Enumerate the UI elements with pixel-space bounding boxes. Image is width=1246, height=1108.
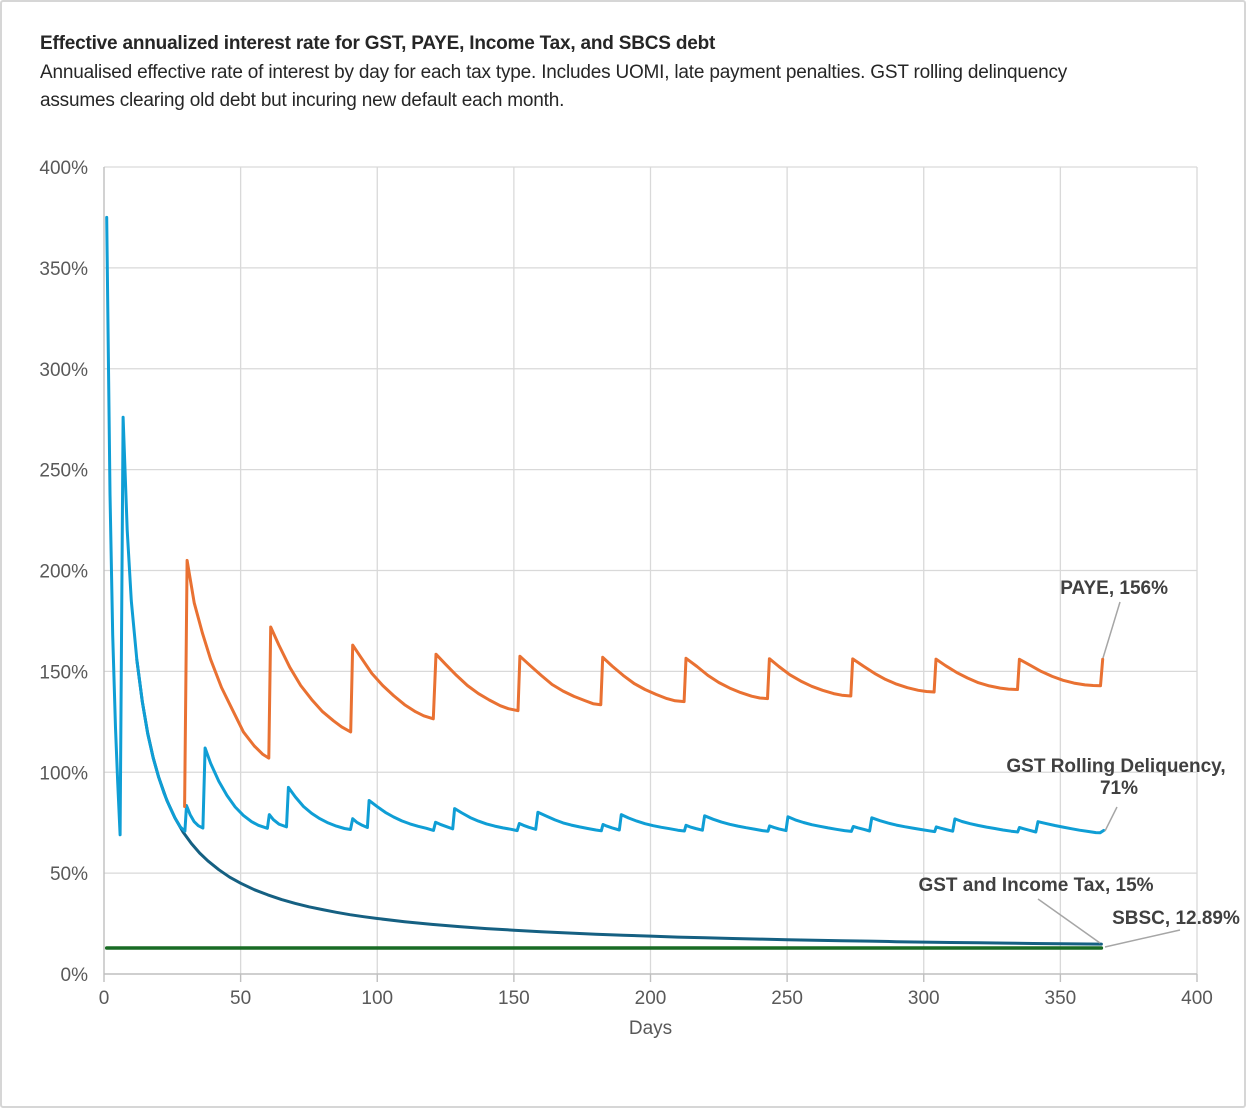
series-line-paye [183, 558, 1105, 808]
x-tick-label: 0 [99, 988, 110, 1009]
y-tick-label: 350% [39, 259, 88, 280]
data-label-leader-paye [1102, 601, 1121, 659]
series-line-gst-and-income-tax [135, 658, 1103, 946]
x-tick-label: 350 [1045, 988, 1077, 1009]
y-tick-label: 50% [50, 864, 88, 885]
y-tick-label: 100% [39, 763, 88, 784]
y-tick-label: 0% [61, 965, 89, 986]
data-label-gst-rolling-deliquency: GST Rolling Deliquency, [1006, 756, 1225, 777]
y-tick-label: 200% [39, 562, 88, 583]
x-tick-label: 300 [908, 988, 940, 1009]
x-tick-label: 250 [771, 988, 803, 1009]
y-tick-label: 250% [39, 461, 88, 482]
x-tick-label: 400 [1181, 988, 1213, 1009]
data-label-paye: PAYE, 156% [1060, 578, 1168, 599]
series-line-gst-rolling-deliquency [105, 215, 1106, 837]
x-tick-label: 150 [498, 988, 530, 1009]
data-label-leader-gst-rolling-deliquency [1104, 806, 1118, 832]
data-label-sbsc: SBSC, 12.89% [1112, 908, 1240, 929]
data-label-leader-sbsc [1104, 929, 1181, 948]
chart-subtitle-line2: assumes clearing old debt but incuring n… [40, 90, 565, 111]
y-tick-label: 300% [39, 360, 88, 381]
chart-title: Effective annualized interest rate for G… [40, 33, 716, 54]
data-label-leader-gst-and-income-tax [1037, 898, 1101, 944]
x-axis-title: Days [628, 1018, 673, 1039]
y-tick-label: 400% [39, 158, 88, 179]
data-label-gst-rolling-deliquency: 71% [1100, 778, 1138, 799]
y-tick-label: 150% [39, 662, 88, 683]
chart-subtitle-line1: Annualised effective rate of interest by… [40, 62, 1068, 83]
x-tick-label: 200 [635, 988, 667, 1009]
data-label-gst-and-income-tax: GST and Income Tax, 15% [918, 875, 1153, 896]
x-tick-label: 100 [361, 988, 393, 1009]
x-tick-label: 50 [230, 988, 251, 1009]
